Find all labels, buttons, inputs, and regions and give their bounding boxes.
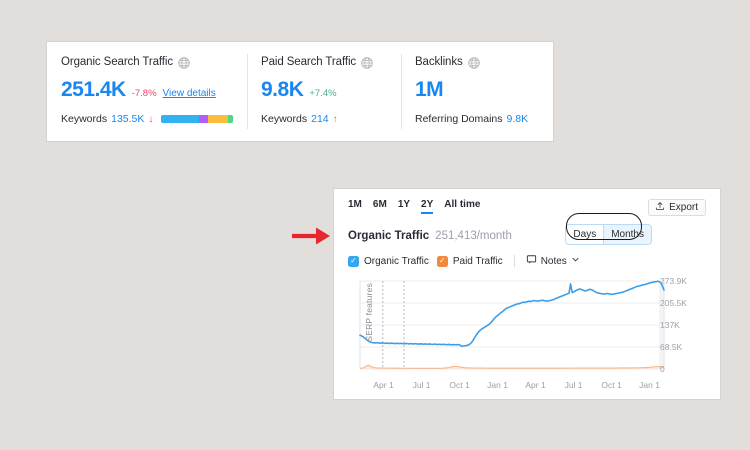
metric-backlinks: Backlinks 1M Referring Domains 9.8K — [400, 42, 553, 141]
globe-icon — [467, 56, 480, 69]
range-tab-1y[interactable]: 1Y — [397, 199, 411, 210]
metric-sub-value: 214 — [311, 113, 329, 125]
chart-series-header: Organic Traffic 251,413/month Days Month… — [348, 224, 706, 245]
metric-delta: +7.4% — [309, 88, 337, 99]
legend-divider — [513, 255, 515, 267]
organic-traffic-chart-panel: 1M 6M 1Y 2Y All time Export Organic Traffic … — [333, 188, 721, 400]
metric-sub-value: 9.8K — [506, 113, 529, 125]
legend-item-organic-traffic[interactable]: ✓ Organic Traffic — [348, 255, 429, 267]
keywords-distribution-bar — [161, 115, 233, 123]
upload-icon — [655, 201, 665, 214]
summary-metrics-card: Organic Search Traffic 251.4K -7.8% View… — [46, 41, 554, 142]
x-axis-tick-label: Oct 1 — [601, 380, 622, 390]
keywords-bar-segment-0 — [161, 115, 199, 123]
chart-toolbar: 1M 6M 1Y 2Y All time Export — [348, 199, 706, 217]
trend-down-arrow-icon: ↓ — [148, 113, 154, 125]
keywords-bar-segment-2 — [207, 115, 228, 123]
chart-series-subtitle: 251,413/month — [435, 230, 512, 242]
keywords-bar-segment-1 — [198, 115, 208, 123]
checkbox-paid-traffic[interactable]: ✓ — [436, 255, 448, 267]
x-axis-tick-label: Jan 1 — [487, 380, 508, 390]
chart-series-title: Organic Traffic — [348, 230, 430, 242]
chart-svg — [359, 280, 665, 370]
trend-up-arrow-icon: ↑ — [332, 113, 338, 125]
x-axis-tick-label: Oct 1 — [449, 380, 470, 390]
y-axis-tick-label: 205.5K — [660, 297, 687, 308]
globe-icon — [361, 56, 373, 69]
metric-value: 9.8K — [261, 78, 304, 101]
metric-sub-row: Referring Domains 9.8K — [415, 113, 539, 125]
y-axis-tick-label: 0 — [660, 364, 665, 374]
metric-sub-label: Keywords — [261, 113, 308, 125]
x-axis-tick-label: Jul 1 — [412, 380, 431, 390]
keywords-bar-segment-3 — [227, 115, 233, 123]
notes-dropdown[interactable]: Notes — [526, 254, 580, 268]
metric-sub-value: 135.5K — [111, 113, 145, 125]
metric-paid-search-traffic: Paid Search Traffic 9.8K +7.4% Keywords … — [247, 42, 401, 141]
metric-value-row: 9.8K +7.4% — [261, 79, 387, 100]
chart-right-edge-band — [659, 281, 664, 369]
metric-sub-label: Referring Domains — [414, 113, 503, 125]
metric-title: Paid Search Traffic — [261, 56, 357, 68]
x-axis-tick-label: Apr 1 — [525, 380, 546, 390]
x-axis-tick-label: Apr 1 — [373, 380, 394, 390]
view-details-link[interactable]: View details — [162, 88, 216, 99]
x-axis-tick-label: Jan 1 — [639, 380, 660, 390]
toggle-option-days[interactable]: Days — [566, 225, 604, 244]
metric-value: 251.4K — [61, 78, 126, 101]
y-axis-tick-label: 137K — [660, 319, 680, 330]
days-months-toggle[interactable]: Days Months — [565, 224, 652, 245]
y-axis-tick-label: 273.9K — [660, 276, 687, 286]
metric-title-row: Paid Search Traffic — [261, 54, 387, 70]
right-arrow-annotation — [292, 227, 330, 245]
range-tab-6m[interactable]: 6M — [372, 199, 387, 210]
traffic-line-chart: SERP features 273.9K 205.5K 137K 68.5K 0 — [348, 276, 706, 377]
toggle-option-months[interactable]: Months — [603, 225, 651, 244]
metric-organic-search-traffic: Organic Search Traffic 251.4K -7.8% View… — [47, 42, 247, 141]
export-button-label: Export — [669, 202, 698, 213]
series-line-paid-traffic — [359, 364, 665, 369]
metric-title: Backlinks — [414, 56, 463, 68]
chart-x-axis-labels: Apr 1 Jul 1 Oct 1 Jan 1 Apr 1 Jul 1 Oct 1 Jan 1 — [348, 380, 706, 394]
metric-title-row: Organic Search Traffic — [61, 54, 233, 70]
range-tab-1m[interactable]: 1M — [348, 199, 362, 210]
metric-sub-row: Keywords 135.5K ↓ — [61, 113, 233, 125]
serp-features-annotation-label: SERP features — [364, 283, 374, 342]
checkbox-organic-traffic[interactable]: ✓ — [348, 255, 359, 267]
range-tab-all-time[interactable]: All time — [444, 199, 481, 210]
globe-icon — [178, 56, 190, 69]
chart-legend: ✓ Organic Traffic ✓ Paid Traffic Notes — [348, 254, 706, 268]
legend-label: Organic Traffic — [364, 255, 429, 267]
y-axis-tick-label: 68.5K — [660, 341, 683, 352]
legend-label: Paid Traffic — [452, 255, 503, 267]
note-flag-icon — [526, 254, 537, 268]
metric-title-row: Backlinks — [415, 54, 539, 70]
export-button[interactable]: Export — [648, 199, 706, 216]
range-tab-2y[interactable]: 2Y — [421, 199, 434, 214]
metric-value-row: 251.4K -7.8% View details — [61, 79, 233, 100]
metric-delta: -7.8% — [131, 88, 157, 99]
date-range-tabs[interactable]: 1M 6M 1Y 2Y All time — [348, 199, 480, 214]
x-axis-tick-label: Jul 1 — [564, 380, 583, 390]
chevron-down-icon — [571, 255, 580, 267]
series-line-organic-traffic — [359, 280, 665, 347]
notes-label: Notes — [540, 255, 567, 267]
metric-sub-row: Keywords 214 ↑ — [261, 113, 387, 125]
metric-sub-label: Keywords — [61, 113, 108, 125]
legend-item-paid-traffic[interactable]: ✓ Paid Traffic — [436, 255, 503, 267]
metric-value: 1M — [414, 78, 444, 101]
metric-title: Organic Search Traffic — [61, 56, 173, 68]
metric-value-row: 1M — [415, 79, 539, 100]
